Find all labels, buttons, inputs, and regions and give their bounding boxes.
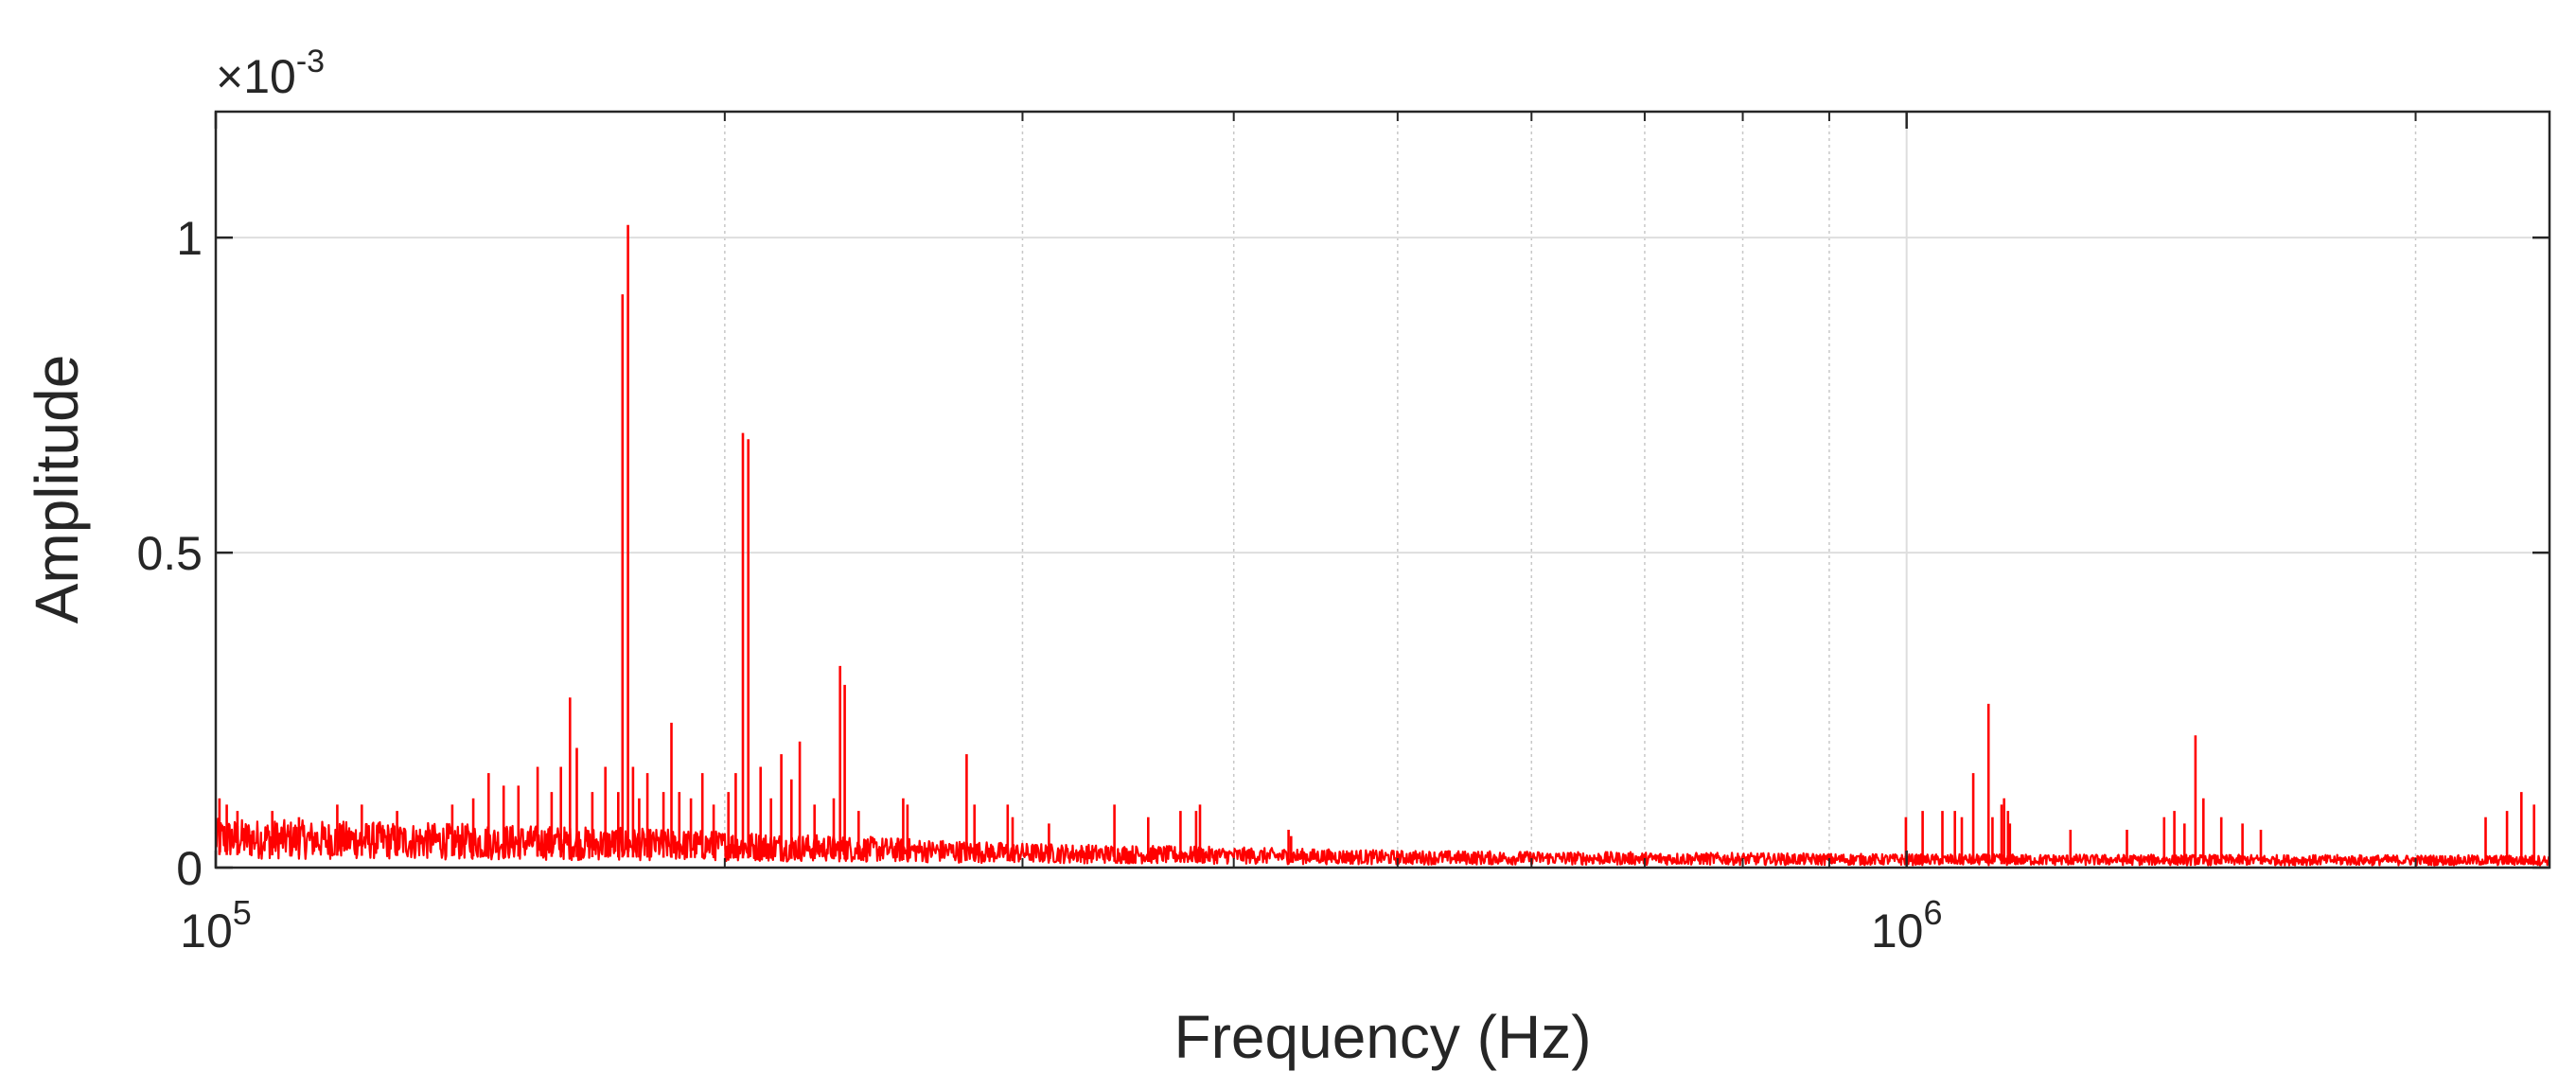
x-tick-label: 105 (180, 893, 252, 957)
x-tick-label: 106 (1871, 893, 1943, 957)
x-axis-label: Frequency (Hz) (1174, 1003, 1592, 1071)
y-tick-label: 0 (176, 842, 203, 895)
y-exponent-power: -3 (296, 44, 325, 79)
y-exponent-base: ×10 (216, 50, 296, 103)
y-axis-label: Amplitude (23, 355, 91, 624)
y-tick-label: 1 (176, 212, 203, 265)
plot-frame (214, 110, 2551, 869)
plot-area (216, 112, 2550, 868)
y-tick-label: 0.5 (136, 527, 203, 580)
y-exponent-label: ×10-3 (216, 44, 325, 103)
tick-layer: 105 106 0 0.5 1 (136, 112, 2550, 957)
series-layer (214, 224, 2551, 867)
